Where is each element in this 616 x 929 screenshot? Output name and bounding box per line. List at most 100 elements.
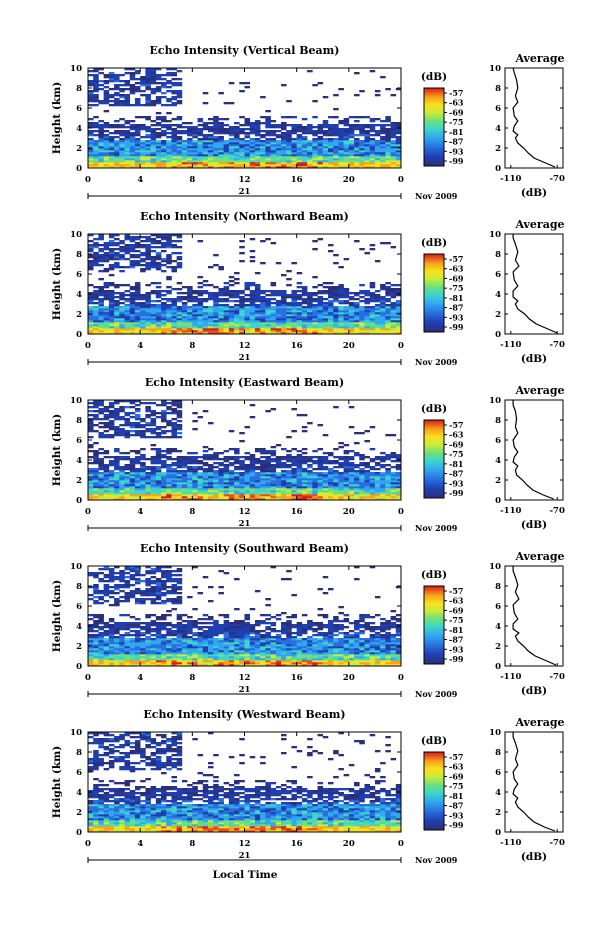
heatmap-cell (338, 466, 344, 469)
heatmap-cell (234, 478, 240, 481)
heatmap-cell (260, 310, 266, 313)
heatmap-cell (98, 426, 104, 429)
heatmap-cell (291, 124, 297, 127)
heatmap-cell (281, 330, 287, 333)
heatmap-cell (155, 468, 162, 471)
heatmap-cell (114, 480, 120, 483)
heatmap-cell (103, 138, 110, 141)
heatmap-cell (254, 482, 261, 485)
heatmap-cell (265, 124, 271, 127)
heatmap-cell (359, 148, 365, 151)
heatmap-cell (171, 488, 177, 491)
heatmap-cell (161, 74, 167, 77)
heatmap-cell (166, 330, 172, 333)
heatmap-cell (327, 128, 334, 131)
heatmap-cell (312, 478, 318, 481)
heatmap-cell (202, 142, 209, 145)
heatmap-cell (380, 332, 386, 335)
heatmap-cell (93, 86, 99, 89)
heatmap-cell (359, 476, 365, 479)
heatmap-cell (254, 160, 261, 163)
heatmap-cell (192, 458, 198, 461)
heatmap-cell (145, 320, 151, 323)
heatmap-cell (390, 490, 397, 493)
heatmap-cell (338, 320, 344, 323)
average-y-tick-label: 10 (489, 396, 501, 406)
heatmap-cell (155, 82, 162, 85)
heatmap-cell (359, 116, 365, 119)
heatmap-cell (354, 324, 360, 327)
heatmap-cell (187, 316, 193, 319)
heatmap-cell (145, 466, 151, 469)
heatmap-cell (218, 148, 224, 151)
heatmap-cell (176, 428, 183, 431)
heatmap-cell (307, 482, 313, 485)
heatmap-cell (103, 450, 110, 453)
heatmap-cell (187, 158, 193, 161)
heatmap-cell (218, 132, 224, 135)
heatmap-cell (187, 298, 193, 301)
heatmap-cell (281, 458, 287, 461)
heatmap-cell (98, 660, 104, 663)
heatmap-cell (234, 290, 240, 293)
heatmap-cell (114, 76, 120, 79)
heatmap-cell (369, 326, 376, 329)
heatmap-cell (322, 298, 329, 301)
heatmap-cell (239, 482, 245, 485)
heatmap-cell (254, 122, 261, 125)
heatmap-cell (244, 470, 251, 473)
heatmap-cell (359, 134, 365, 137)
heatmap-cell (254, 308, 261, 311)
heatmap-cell (145, 146, 151, 149)
heatmap-cell (103, 146, 110, 149)
y-tick-label: 4 (76, 124, 82, 134)
heatmap-cell (260, 328, 266, 331)
heatmap-cell (150, 418, 157, 421)
heatmap-cell (181, 490, 188, 493)
heatmap-cell (161, 142, 167, 145)
heatmap-cell (244, 282, 251, 285)
heatmap-cell (129, 406, 136, 409)
heatmap-cell (249, 132, 256, 135)
heatmap-cell (93, 256, 99, 259)
heatmap-cell (275, 136, 282, 139)
heatmap-cell (129, 260, 136, 263)
heatmap-cell (244, 314, 251, 317)
heatmap-cell (155, 98, 162, 101)
heatmap-cell (348, 148, 355, 151)
heatmap-cell (134, 124, 141, 127)
heatmap-cell (395, 144, 402, 147)
heatmap-cell (338, 464, 344, 467)
heatmap-cell (181, 458, 188, 461)
heatmap-cell (134, 152, 141, 155)
heatmap-cell (223, 156, 230, 159)
heatmap-cell (114, 322, 120, 325)
x-tick-label: 12 (239, 507, 251, 517)
heatmap-cell (207, 494, 214, 497)
heatmap-cell (150, 480, 157, 483)
heatmap-cell (202, 322, 209, 325)
heatmap-cell (281, 472, 287, 475)
heatmap-cell (291, 462, 297, 465)
heatmap-cell (354, 466, 360, 469)
heatmap-cell (181, 488, 188, 491)
heatmap-cell (348, 456, 355, 459)
heatmap-cell (343, 152, 350, 155)
heatmap-cell (166, 112, 172, 115)
heatmap-cell (98, 496, 104, 499)
heatmap-cell (244, 310, 251, 313)
heatmap-cell (354, 488, 360, 491)
heatmap-cell (296, 272, 303, 275)
heatmap-cell (338, 140, 344, 143)
heatmap-cell (134, 408, 141, 411)
heatmap-cell (249, 158, 256, 161)
average-y-tick-label: 0 (495, 496, 501, 506)
heatmap-cell (275, 476, 282, 479)
average-y-tick-label: 2 (495, 310, 501, 320)
heatmap-cell (145, 318, 151, 321)
heatmap-cell (124, 412, 131, 415)
heatmap-cell (98, 292, 104, 295)
heatmap-cell (301, 316, 308, 319)
heatmap-cell (98, 640, 104, 643)
heatmap-cell (218, 484, 224, 487)
